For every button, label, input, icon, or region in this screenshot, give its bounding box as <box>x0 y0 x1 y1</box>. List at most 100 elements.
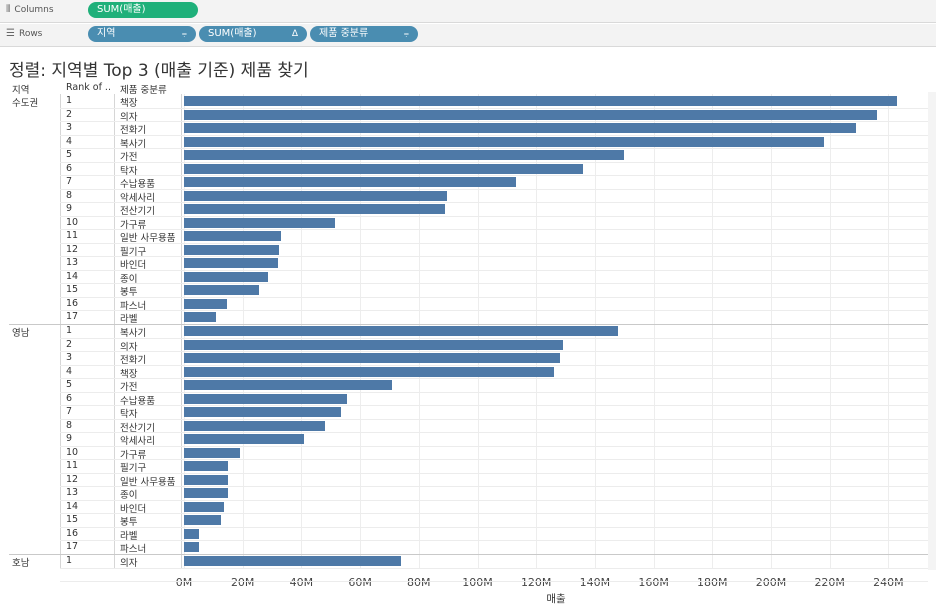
product-label: 가전 <box>120 152 138 164</box>
bar <box>184 474 229 485</box>
rows-pill-subcategory[interactable]: 제품 중분류 ⩦ <box>310 26 418 42</box>
rank-label: 1 <box>66 95 73 106</box>
rank-label: 1 <box>66 555 73 567</box>
product-label: 전화기 <box>120 355 147 367</box>
columns-icon: ⦀ <box>6 4 11 15</box>
rank-label: 14 <box>66 500 79 512</box>
bar <box>184 461 229 472</box>
rank-label: 11 <box>66 460 79 472</box>
bar <box>184 96 898 106</box>
row-separator <box>60 256 928 258</box>
rank-label: 5 <box>66 379 73 391</box>
rank-label: 8 <box>66 419 73 431</box>
vertical-scrollbar[interactable] <box>928 92 936 570</box>
product-label: 봉투 <box>120 517 138 529</box>
bar <box>184 177 516 188</box>
bar <box>184 407 342 418</box>
product-label: 악세사리 <box>120 192 155 204</box>
product-label: 복사기 <box>120 138 147 150</box>
x-tick-label: 120M <box>520 576 552 589</box>
rank-label: 1 <box>66 325 73 336</box>
row-separator <box>60 296 928 298</box>
rows-pill-label: SUM(매출) <box>208 28 257 39</box>
bar <box>184 380 393 391</box>
x-tick-label: 80M <box>407 576 431 589</box>
x-tick-label: 180M <box>697 576 728 589</box>
rows-pill-region[interactable]: 지역 ⩦ <box>88 26 196 42</box>
rank-label: 11 <box>66 230 79 242</box>
x-gridline <box>712 94 714 569</box>
row-separator <box>60 432 928 434</box>
product-label: 전산기기 <box>120 422 155 434</box>
x-tick-label: 100M <box>462 576 493 589</box>
row-separator <box>60 526 928 528</box>
x-axis-title: 매출 <box>546 593 566 605</box>
product-label: 수납용품 <box>120 395 155 407</box>
row-separator <box>60 351 928 353</box>
bar <box>184 271 268 282</box>
rows-pill-sum-sales[interactable]: SUM(매출) Δ <box>199 26 307 42</box>
product-label: 종이 <box>120 273 138 285</box>
bar <box>184 298 227 309</box>
rank-label: 2 <box>66 569 72 570</box>
x-tick-label: 140M <box>579 576 611 589</box>
row-separator <box>60 513 928 515</box>
product-label: 전산기기 <box>120 206 155 218</box>
rank-label: 9 <box>66 203 73 215</box>
product-label: 가전 <box>120 382 138 394</box>
row-separator <box>60 445 928 447</box>
row-separator <box>60 540 928 542</box>
bar <box>184 366 554 377</box>
rank-label: 6 <box>66 162 73 174</box>
row-separator <box>60 459 928 461</box>
rank-label: 3 <box>66 122 73 134</box>
x-tick-label: 60M <box>348 576 372 589</box>
product-label: 가구류 <box>120 219 147 231</box>
rank-label: 15 <box>66 284 79 296</box>
product-label: 악세사리 <box>120 436 155 448</box>
column-divider <box>181 94 182 569</box>
bar <box>184 258 278 269</box>
product-label: 봉투 <box>120 287 138 299</box>
row-separator <box>60 472 928 474</box>
row-separator <box>60 499 928 501</box>
columns-pill-sum-sales[interactable]: SUM(매출) <box>88 2 198 18</box>
rank-label: 2 <box>66 108 73 120</box>
product-label: 일반 사무용품 <box>120 233 176 245</box>
bar <box>184 312 217 323</box>
rank-label: 8 <box>66 189 73 201</box>
product-label: 라벨 <box>120 314 138 326</box>
bar <box>184 515 221 526</box>
row-separator <box>60 310 928 312</box>
header-product: 제품 중분류 <box>120 85 167 96</box>
row-separator <box>60 188 928 190</box>
bar <box>184 285 259 296</box>
columns-shelf-label: ⦀ Columns <box>6 4 54 15</box>
rows-icon: ☰ <box>6 28 15 39</box>
rank-label: 17 <box>66 311 79 323</box>
header-rank: Rank of .. <box>66 82 111 93</box>
product-label: 필기구 <box>120 463 147 475</box>
region-label: 영남 <box>12 328 30 339</box>
product-label: 탁자 <box>120 165 138 177</box>
bar <box>184 501 224 512</box>
bar <box>184 326 619 336</box>
row-separator <box>60 148 928 150</box>
bar <box>184 204 446 215</box>
rank-label: 13 <box>66 487 79 499</box>
rank-label: 14 <box>66 270 79 282</box>
bar <box>184 231 281 242</box>
row-separator <box>60 567 928 569</box>
product-label: 가구류 <box>120 449 147 461</box>
bar <box>184 150 625 161</box>
product-label: 바인더 <box>120 503 147 515</box>
product-label: 의자 <box>120 341 138 353</box>
product-label: 수납용품 <box>120 179 155 191</box>
rank-label: 4 <box>66 135 73 147</box>
row-separator <box>60 215 928 217</box>
x-tick-label: 240M <box>873 576 904 589</box>
rank-label: 15 <box>66 514 79 526</box>
rank-label: 10 <box>66 216 79 228</box>
rank-label: 16 <box>66 297 79 309</box>
header-region: 지역 <box>12 85 30 96</box>
